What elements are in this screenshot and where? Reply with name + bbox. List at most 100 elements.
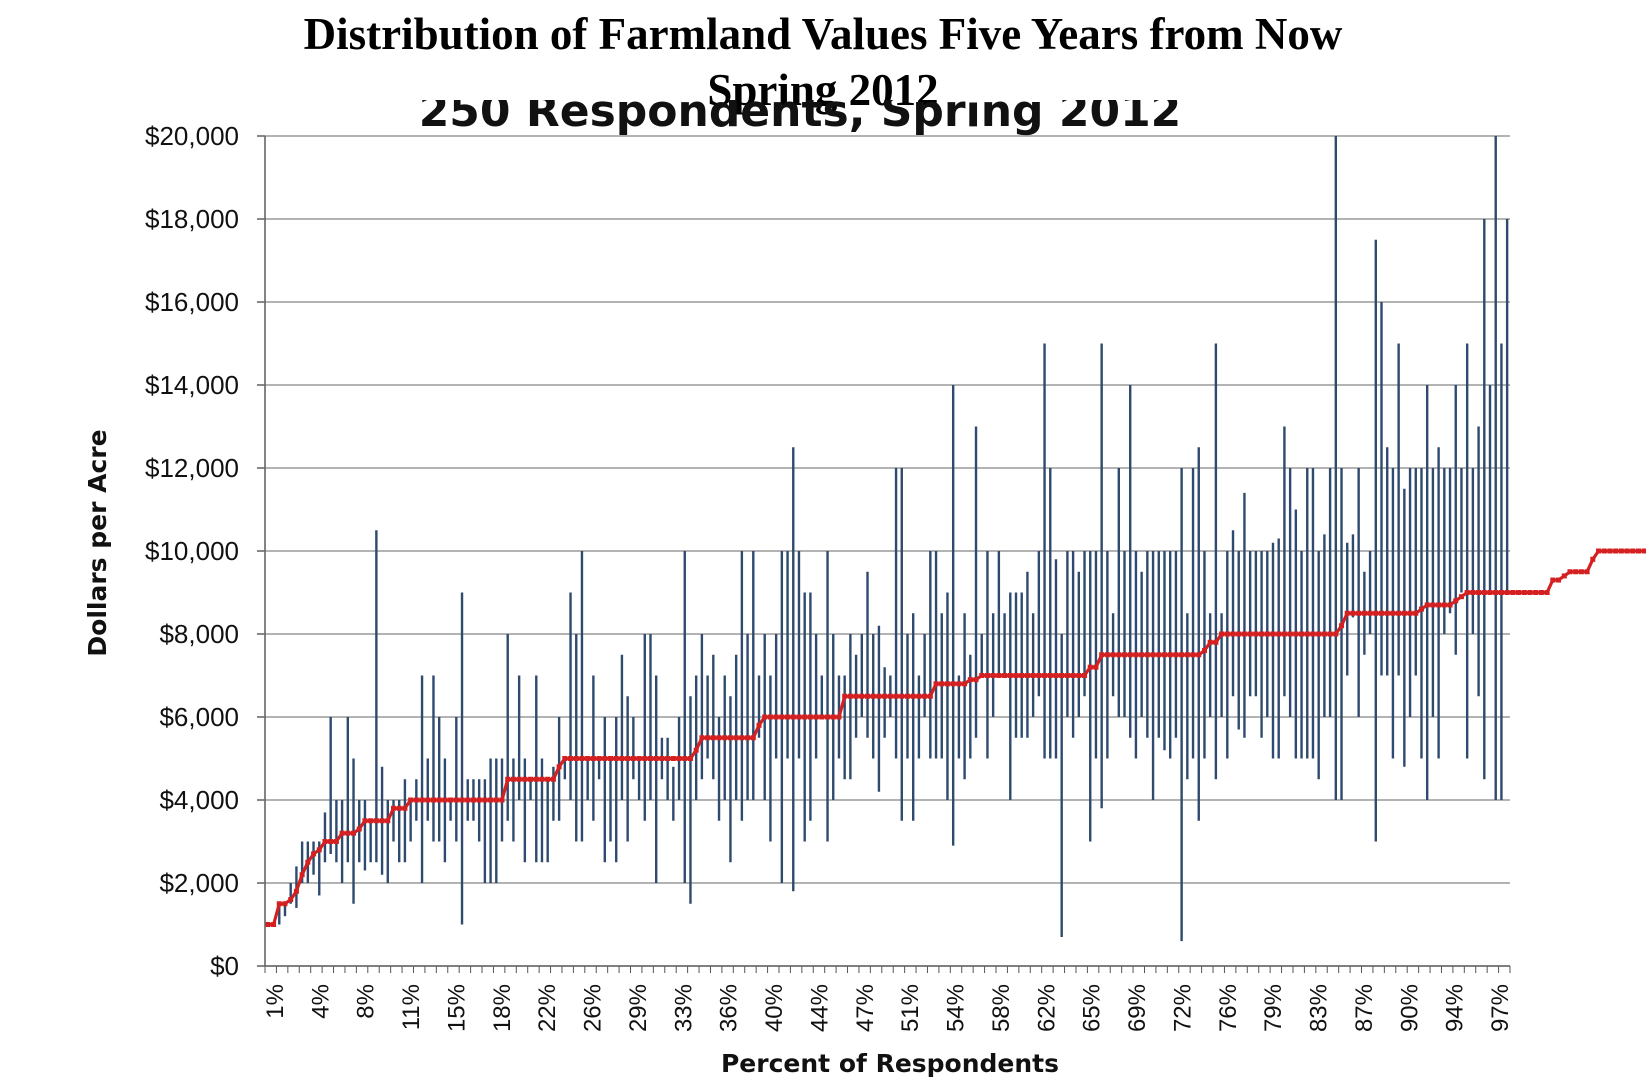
x-tick-label: 87%: [1351, 984, 1378, 1032]
median-point: [465, 797, 471, 803]
median-point: [1333, 631, 1339, 637]
median-point: [670, 756, 676, 761]
median-point: [1179, 652, 1185, 658]
median-point: [408, 797, 414, 803]
median-point: [425, 797, 431, 803]
median-point: [899, 693, 905, 699]
median-point: [613, 756, 619, 761]
median-point: [790, 714, 796, 720]
median-point: [882, 693, 888, 699]
median-point: [1544, 590, 1550, 595]
median-point: [579, 756, 585, 761]
median-point: [271, 922, 277, 927]
median-point: [436, 797, 442, 803]
median-point: [1441, 602, 1447, 608]
x-tick-label: 8%: [353, 984, 380, 1019]
y-tick-label: $18,000: [145, 204, 239, 234]
median-point: [590, 756, 596, 761]
median-point: [647, 756, 653, 761]
median-point: [1281, 631, 1287, 637]
median-point: [1493, 590, 1499, 595]
x-tick-label: 36%: [716, 984, 743, 1032]
median-point: [1567, 569, 1573, 575]
median-point: [887, 693, 893, 699]
median-point: [1241, 631, 1247, 637]
median-point: [727, 735, 733, 741]
median-point: [510, 776, 516, 782]
median-point: [1173, 652, 1179, 658]
median-point: [939, 681, 945, 687]
median-point: [533, 776, 539, 782]
x-tick-label: 90%: [1396, 984, 1423, 1032]
median-point: [1150, 652, 1156, 658]
median-point: [299, 872, 305, 878]
median-point: [1190, 652, 1196, 658]
median-point: [1184, 652, 1190, 658]
x-axis-label: Percent of Respondents: [721, 1049, 1059, 1078]
median-point: [493, 797, 499, 803]
median-point: [305, 859, 311, 865]
median-point: [459, 797, 465, 803]
median-point: [356, 826, 362, 832]
y-axis-label: Dollars per Acre: [83, 429, 112, 656]
median-point: [773, 714, 779, 720]
median-point: [1339, 623, 1345, 629]
median-point: [710, 735, 716, 741]
median-point: [1264, 631, 1270, 637]
median-point: [499, 797, 505, 803]
median-point: [1213, 639, 1219, 645]
median-point: [568, 756, 574, 761]
median-point: [842, 693, 848, 699]
median-point: [682, 756, 688, 761]
median-point: [813, 714, 819, 720]
median-point: [653, 756, 659, 761]
median-point: [933, 681, 939, 687]
median-point: [1635, 548, 1641, 554]
median-point: [1293, 631, 1299, 637]
median-point: [619, 756, 625, 761]
median-point: [322, 839, 328, 844]
median-point: [265, 922, 271, 927]
median-point: [390, 805, 396, 811]
median-point: [1133, 652, 1139, 658]
median-point: [1059, 673, 1065, 678]
median-point: [311, 851, 317, 857]
median-point: [1521, 590, 1527, 595]
median-point: [1087, 664, 1093, 670]
x-tick-label: 62%: [1033, 984, 1060, 1032]
median-point: [1064, 673, 1070, 678]
median-point: [642, 756, 648, 761]
median-point: [1259, 631, 1265, 637]
x-tick-label: 47%: [852, 984, 879, 1032]
median-line-group: [265, 548, 1646, 927]
median-point: [996, 673, 1002, 678]
median-point: [1127, 652, 1133, 658]
median-point: [276, 901, 282, 907]
y-tick-label: $0: [210, 951, 239, 981]
x-tick-label: 15%: [443, 984, 470, 1032]
median-point: [767, 714, 773, 720]
x-tick-label: 51%: [897, 984, 924, 1032]
median-point: [739, 735, 745, 741]
median-point: [453, 797, 459, 803]
range-bars: [278, 136, 1509, 942]
median-point: [1253, 631, 1259, 637]
median-point: [556, 764, 562, 770]
median-point: [1516, 590, 1522, 595]
median-point: [539, 776, 545, 782]
median-point: [396, 805, 402, 811]
median-point: [522, 776, 528, 782]
median-point: [1099, 652, 1105, 658]
median-point: [596, 756, 602, 761]
median-point: [1590, 556, 1596, 562]
median-point: [750, 735, 756, 741]
median-point: [836, 714, 842, 720]
median-point: [893, 693, 899, 699]
median-point: [602, 756, 608, 761]
median-point: [733, 735, 739, 741]
median-point: [516, 776, 522, 782]
x-tick-label: 1%: [262, 984, 289, 1019]
median-point: [442, 797, 448, 803]
median-point: [1373, 610, 1379, 616]
median-point: [1036, 673, 1042, 678]
